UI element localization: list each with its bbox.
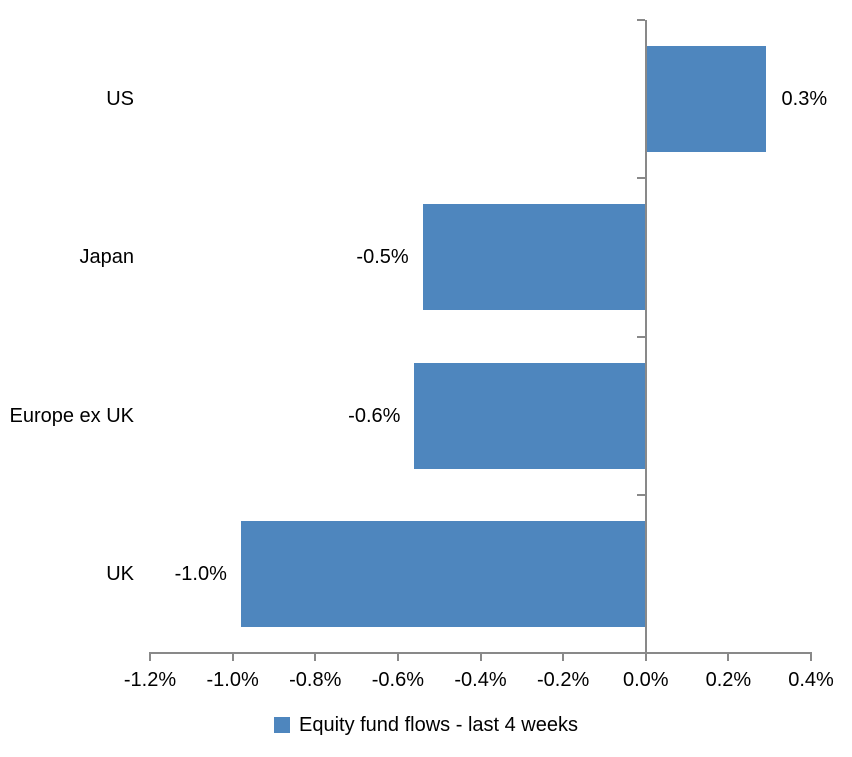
x-axis-line bbox=[149, 652, 812, 654]
x-axis-tick bbox=[231, 653, 234, 661]
value-label: 0.3% bbox=[781, 88, 828, 111]
value-label: -1.0% bbox=[174, 562, 227, 585]
x-axis-tick-label: -1.0% bbox=[206, 669, 259, 691]
category-boundary-tick bbox=[636, 335, 645, 338]
x-axis-tick-label: -1.2% bbox=[123, 669, 177, 691]
bar-us bbox=[645, 46, 766, 153]
category-label: UK bbox=[106, 562, 134, 585]
legend: Equity fund flows - last 4 weeks bbox=[0, 713, 852, 737]
x-axis-tick bbox=[149, 653, 151, 661]
zero-axis-line bbox=[644, 20, 647, 654]
category-label: US bbox=[106, 88, 134, 111]
value-label: -0.5% bbox=[356, 246, 409, 269]
value-label: -0.6% bbox=[348, 404, 401, 427]
x-axis-tick bbox=[314, 653, 317, 661]
x-axis-tick bbox=[644, 653, 647, 661]
bar-japan bbox=[422, 204, 646, 311]
x-axis-tick bbox=[562, 653, 565, 661]
x-axis-tick bbox=[396, 653, 399, 661]
x-axis-tick-label: -0.4% bbox=[454, 669, 507, 691]
x-axis-tick bbox=[810, 653, 812, 661]
x-axis-tick-label: 0.2% bbox=[705, 669, 752, 691]
x-axis-tick-label: -0.2% bbox=[537, 669, 590, 691]
category-label: Europe ex UK bbox=[9, 404, 134, 427]
bar-uk bbox=[240, 520, 646, 627]
legend-label: Equity fund flows - last 4 weeks bbox=[298, 714, 578, 736]
x-axis-tick bbox=[479, 653, 482, 661]
category-label: Japan bbox=[79, 246, 135, 269]
category-boundary-tick bbox=[636, 177, 645, 180]
x-axis-tick-label: -0.8% bbox=[289, 669, 342, 691]
x-axis-tick-label: 0.4% bbox=[788, 669, 834, 691]
x-axis-tick bbox=[727, 653, 730, 661]
category-boundary-tick bbox=[636, 493, 645, 496]
x-axis-tick-label: 0.0% bbox=[622, 669, 669, 691]
legend-swatch bbox=[273, 717, 290, 733]
category-boundary-tick bbox=[636, 19, 645, 21]
bar-europe-ex-uk bbox=[414, 362, 646, 469]
x-axis-tick-label: -0.6% bbox=[371, 669, 424, 691]
